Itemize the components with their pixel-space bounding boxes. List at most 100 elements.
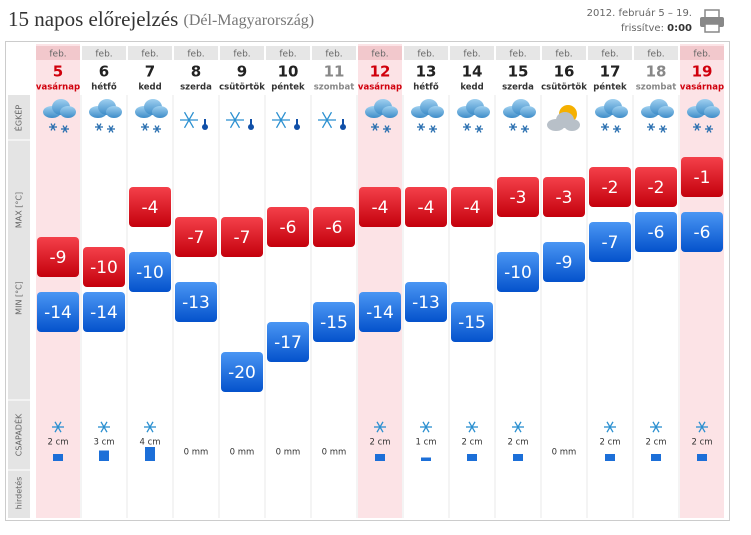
snowflake-arm [183,111,195,129]
snowflake [49,123,57,131]
snowflake-arm [514,421,522,433]
max-temp: -10 [90,258,118,278]
snowflake-arm [372,123,378,131]
weekday: vasárnap [358,83,402,93]
max-temp: -4 [142,198,159,218]
weekday: szombat [636,83,677,93]
precip-label: 0 mm [184,448,209,458]
snowflake-arm [275,111,287,129]
snowflake-arm [146,421,154,433]
cloud-part [564,119,580,131]
min-temp-box [681,212,723,252]
snowflake [604,421,616,433]
row-label: hirdetés [14,477,24,510]
day-number: 6 [99,63,109,81]
min-temp: -14 [366,303,394,323]
max-temp-box [37,237,79,277]
precip-bar [53,454,63,461]
thermometer-stem [342,119,344,127]
day-number: 9 [237,63,247,81]
cloud [503,99,536,118]
month: feb. [647,50,664,60]
snowflake [98,421,110,433]
row-label: MIN [°C] [15,281,24,315]
max-temp: -2 [648,178,665,198]
snowflake-arm [476,125,482,133]
snowflake [601,123,609,131]
max-temp-box [635,167,677,207]
snowflake [374,421,386,433]
month-cell [542,46,586,60]
snowflake-arm [418,123,424,131]
snowflake-arm [614,125,620,133]
precip-bar [375,454,385,461]
month: feb. [95,50,112,60]
min-temp-box [497,252,539,292]
month-cell [220,46,264,60]
cloud-part [382,106,398,118]
day-number: 5 [53,63,63,81]
day-number: 19 [692,63,713,81]
month: feb. [141,50,158,60]
print-icon[interactable] [700,9,724,33]
cloud [641,99,674,118]
cloud [457,99,490,118]
precip-label: 2 cm [645,438,666,448]
min-temp: -20 [228,363,256,383]
precip-label: 1 cm [415,438,436,448]
month-cell [128,46,172,60]
row-label: ÉGKÉP [13,105,24,132]
min-temp: -14 [90,303,118,323]
weekday: csütörtök [541,83,587,93]
month: feb. [279,50,296,60]
max-temp: -4 [464,198,481,218]
snowflake-arm [510,123,516,131]
snowflake-arm [376,421,384,433]
month: feb. [187,50,204,60]
weekday: péntek [271,82,305,93]
snowflake-arm [698,421,706,433]
snowflake [463,123,471,131]
precip-label: 0 mm [230,448,255,458]
sunday-column [680,44,724,518]
cloud-part [60,106,76,118]
snowflake-arm [142,123,148,131]
cloud-part [612,106,628,118]
snowflake [226,111,244,129]
min-temp-box [129,252,171,292]
snowflake [509,123,517,131]
snowflake-arm [706,125,712,133]
cloud [365,99,398,118]
max-temp-box [543,177,585,217]
weekday: hétfő [413,82,439,93]
snowflake [475,125,483,133]
max-temp-box [405,187,447,227]
month-cell [358,46,402,60]
min-temp: -9 [556,253,573,273]
max-temp-box [451,187,493,227]
snowflake [512,421,524,433]
snowflake-arm [62,125,68,133]
snowflake-arm [384,125,390,133]
min-temp: -10 [136,263,164,283]
title-main: 15 napos előrejelzés [8,7,178,31]
max-temp: -4 [418,198,435,218]
max-temp: -2 [602,178,619,198]
snowflake [180,111,198,129]
min-temp-box [221,352,263,392]
snowflake [521,125,529,133]
snowflake-arm [100,421,108,433]
snowflake [417,123,425,131]
month-cell [174,46,218,60]
weekday: kedd [460,83,483,93]
day-number: 18 [646,63,667,81]
cloud [595,99,628,118]
cloud-part [428,106,444,118]
precip-label: 3 cm [93,438,114,448]
thermometer-stem [250,119,252,127]
min-temp-box [543,242,585,282]
snowflake [693,123,701,131]
snowflake-arm [422,421,430,433]
sunday-column [358,44,402,518]
snowflake [272,111,290,129]
